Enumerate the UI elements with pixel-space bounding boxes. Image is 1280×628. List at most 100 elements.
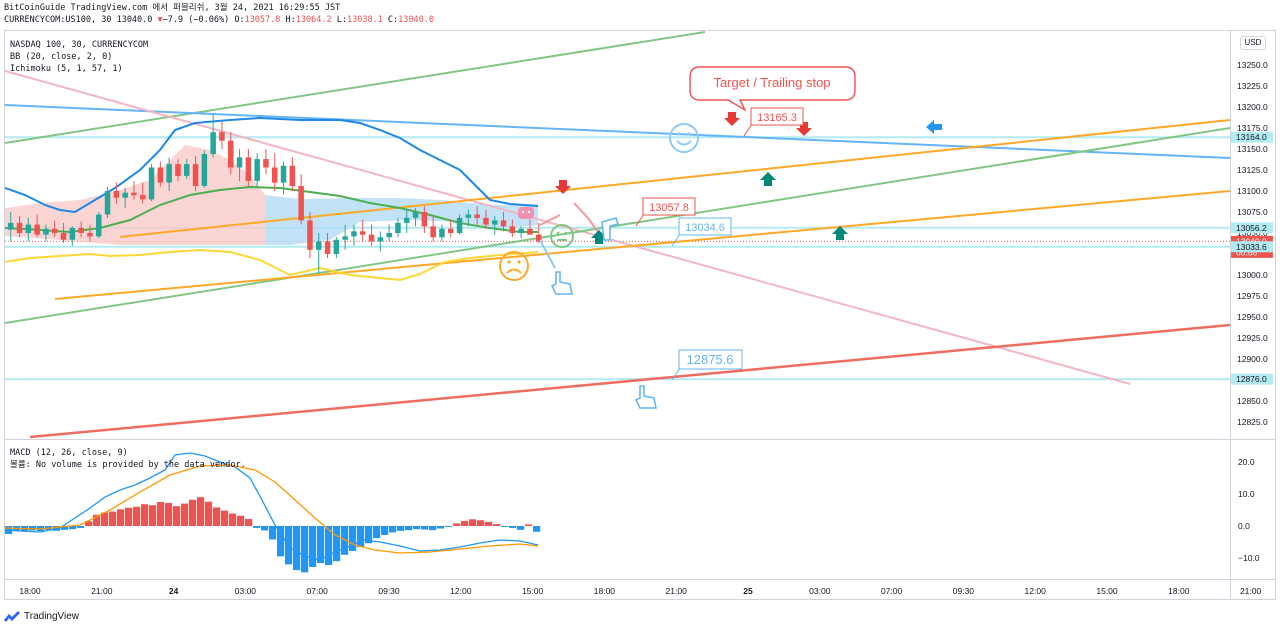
price-axis-marker[interactable]: 12876.0 [1231,373,1273,385]
candle[interactable] [166,157,172,191]
candle[interactable] [527,219,533,235]
candle[interactable] [43,224,49,242]
candle[interactable] [465,209,472,227]
candle[interactable] [140,182,146,204]
candle[interactable] [377,231,384,252]
candle[interactable] [254,153,260,187]
candle[interactable] [448,219,454,238]
currency-badge[interactable]: USD [1240,36,1266,50]
candle[interactable] [272,153,278,191]
candle[interactable] [122,187,128,208]
main-pane[interactable]: Target / Trailing stop 13165.3 13057.8 1… [5,31,1230,439]
trendline-red[interactable] [29,323,1230,439]
candle[interactable] [131,180,137,200]
candle[interactable] [263,149,269,175]
candle[interactable] [368,224,375,246]
candlestick-series[interactable] [8,113,542,274]
candle[interactable] [536,222,542,244]
candle[interactable] [113,182,120,204]
candle[interactable] [228,132,234,175]
trendline-blue[interactable] [5,104,1230,159]
candle[interactable] [324,233,331,259]
candle[interactable] [316,233,322,274]
candle[interactable] [298,174,304,225]
candle[interactable] [104,186,111,218]
candle[interactable] [34,214,40,238]
candle[interactable] [509,219,516,238]
time-tick-label: 12:00 [1025,586,1047,596]
target-callout-text: Target / Trailing stop [713,75,830,90]
macd-legend[interactable]: MACD (12, 26, close, 9) [10,448,128,458]
ichimoku-legend[interactable]: Ichimoku (5, 1, 57, 1) [10,64,123,74]
candle[interactable] [333,237,340,259]
candle[interactable] [245,149,252,187]
pointing-hand-icon [634,385,657,409]
price-label-13057[interactable]: 13057.8 [635,197,696,227]
target-callout[interactable]: Target / Trailing stop [689,66,856,112]
candle[interactable] [60,222,67,244]
time-tick-label: 03:00 [235,586,257,596]
candle[interactable] [52,220,58,238]
candle[interactable] [483,209,489,229]
candle[interactable] [395,217,401,238]
candle[interactable] [456,214,463,235]
candle[interactable] [192,155,199,191]
price-axis-marker[interactable]: 13033.6 [1231,241,1273,253]
brand-footer[interactable]: TradingView [4,608,79,624]
candle[interactable] [69,226,76,246]
price-axis-marker[interactable]: 13056.2 [1231,222,1273,234]
candle[interactable] [492,216,498,235]
symbol-legend[interactable]: NASDAQ 100, 30, CURRENCYCOM [10,40,149,50]
candle[interactable] [474,206,480,225]
price-label-13057-text: 13057.8 [649,202,689,214]
candle[interactable] [25,217,32,242]
candle[interactable] [184,159,190,180]
candle[interactable] [430,216,436,242]
macd-tick-label: 0.0 [1238,521,1250,531]
candle[interactable] [342,224,348,250]
candle[interactable] [157,161,164,187]
candle[interactable] [518,226,524,239]
candle[interactable] [404,209,410,233]
trendline-green-lower[interactable] [5,127,1230,324]
time-tick-label: 25 [743,586,753,596]
candle[interactable] [87,224,93,242]
price-label-13034[interactable]: 13034.6 [671,217,732,247]
candle[interactable] [500,212,507,232]
trendline-orange-lower[interactable] [54,190,1230,300]
macd-bar [509,526,517,528]
price-label-13165[interactable]: 13165.3 [743,107,804,137]
candle[interactable] [351,224,357,246]
candle[interactable] [289,157,296,191]
candle[interactable] [78,221,84,238]
macd-bar [205,501,213,526]
candle[interactable] [8,212,14,242]
candle[interactable] [412,207,419,227]
candle[interactable] [236,149,243,181]
time-axis[interactable]: 18:00 21:00 24 03:00 07:00 09:30 12:00 15:00 18:… [19,586,1261,596]
macd-pane[interactable] [5,452,541,573]
macd-bar [389,526,397,533]
candle[interactable] [148,164,155,202]
candle[interactable] [96,212,102,239]
candle[interactable] [210,113,216,158]
svg-text:13164.0: 13164.0 [1236,132,1267,142]
candle[interactable] [386,224,392,242]
candle[interactable] [280,161,287,195]
price-label-12875[interactable]: 12875.6 [671,349,743,381]
candle[interactable] [16,216,23,238]
candle[interactable] [439,224,445,242]
candle[interactable] [360,219,366,242]
bb-legend[interactable]: BB (20, close, 2, 0) [10,52,113,62]
trendline-orange-upper[interactable] [119,119,1230,238]
price-axis[interactable]: 13250.0 13225.0 13200.0 13175.0 13150.0 13125… [1231,60,1273,427]
candle[interactable] [219,122,225,149]
macd-axis[interactable]: 20.0 10.0 0.0 −10.0 [1238,457,1260,563]
candle[interactable] [175,159,181,181]
price-axis-marker[interactable]: 13164.0 [1231,131,1273,143]
candle[interactable] [421,206,428,233]
candle[interactable] [307,212,313,259]
trendline-green-upper[interactable] [5,31,706,144]
candle[interactable] [201,150,208,188]
